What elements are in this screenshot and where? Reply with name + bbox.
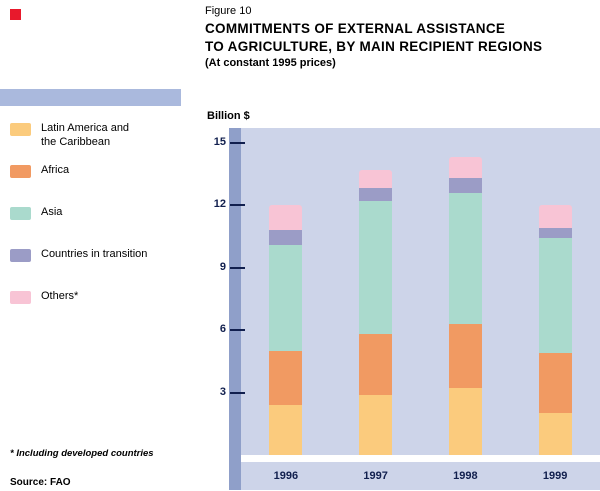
legend-label: Countries in transition (41, 248, 148, 260)
bar-segment-latin-america-and-the-caribbean (448, 388, 482, 455)
legend-swatch (10, 165, 31, 178)
legend-swatch (10, 123, 31, 136)
legend-label: Asia (41, 206, 63, 218)
bar-segment-latin-america-and-the-caribbean (538, 413, 572, 455)
bar-segment-africa (538, 352, 572, 414)
ytick-mark (230, 391, 245, 394)
stacked-bar-1997 (359, 169, 393, 455)
ytick-mark (230, 266, 245, 269)
bar-segment-africa (448, 323, 482, 389)
legend-item-countries-in-transition: Countries in transition (10, 248, 200, 290)
bar-segment-others (448, 157, 482, 179)
chart-title-line1: COMMITMENTS OF EXTERNAL ASSISTANCE (205, 21, 506, 36)
bar-segment-countries-in-transition (538, 227, 572, 239)
chart-title-line2: TO AGRICULTURE, BY MAIN RECIPIENT REGION… (205, 38, 543, 54)
legend-swatch (10, 291, 31, 304)
ytick-label: 12 (213, 198, 226, 211)
legend-label: Latin America and the Caribbean (41, 122, 130, 148)
bar-segment-others (538, 205, 572, 228)
bar-segment-asia (538, 238, 572, 353)
chart-header: Figure 10 COMMITMENTS OF EXTERNAL ASSIST… (205, 5, 595, 69)
legend-decorative-band (0, 89, 181, 106)
footnote: * Including developed countries (10, 448, 154, 459)
ytick-label: 9 (219, 260, 226, 273)
xtick-label-1998: 1998 (453, 470, 478, 482)
legend-item-asia: Asia (10, 206, 200, 248)
bar-segment-asia (269, 244, 303, 351)
legend-swatch (10, 249, 31, 262)
red-square-icon (10, 9, 21, 20)
xtick-label-1996: 1996 (273, 470, 299, 482)
legend-label: Africa (41, 164, 70, 176)
stacked-bar-1999 (538, 205, 572, 455)
bar-segment-asia (448, 192, 482, 324)
xtick-label-1999: 1999 (542, 470, 568, 482)
ytick-mark (230, 329, 245, 332)
bar-segment-countries-in-transition (359, 188, 393, 201)
chart-subtitle: (At constant 1995 prices) (205, 57, 336, 70)
bar-segment-countries-in-transition (448, 178, 482, 193)
legend-label: Others* (41, 290, 79, 302)
figure-label: Figure 10 (205, 5, 252, 17)
stacked-bar-chart: Billion $ 3 6 9 12 15 1996 1997 1998 1999 (205, 108, 600, 491)
bars-row (241, 128, 600, 455)
bar-column-1998 (421, 128, 511, 455)
bar-segment-latin-america-and-the-caribbean (359, 394, 393, 455)
ytick-mark (230, 141, 245, 144)
legend-swatch (10, 207, 31, 220)
chart-legend: Latin America and the Caribbean Africa A… (10, 122, 200, 332)
bar-segment-others (359, 169, 393, 189)
bar-segment-africa (269, 350, 303, 405)
ytick-mark (230, 204, 245, 207)
bar-column-1997 (331, 128, 421, 455)
bar-segment-latin-america-and-the-caribbean (269, 405, 303, 455)
xtick-label-1997: 1997 (363, 470, 388, 482)
source-label: Source: FAO (10, 477, 71, 488)
stacked-bar-1996 (269, 205, 303, 455)
ytick-label: 15 (213, 135, 226, 148)
ytick-label: 3 (219, 385, 226, 398)
stacked-bar-1998 (448, 157, 482, 455)
bar-segment-asia (359, 200, 393, 335)
bar-segment-countries-in-transition (269, 230, 303, 245)
legend-item-others: Others* (10, 290, 200, 332)
bar-column-1999 (510, 128, 600, 455)
y-axis-unit-label: Billion $ (207, 110, 250, 122)
legend-item-latin-america: Latin America and the Caribbean (10, 122, 200, 164)
bar-segment-others (269, 205, 303, 231)
y-axis-spine (229, 128, 241, 490)
year-row: 1996 1997 1998 1999 (241, 462, 600, 490)
legend-item-africa: Africa (10, 164, 200, 206)
bar-column-1996 (241, 128, 331, 455)
ytick-label: 6 (219, 323, 226, 336)
bar-segment-africa (359, 334, 393, 395)
